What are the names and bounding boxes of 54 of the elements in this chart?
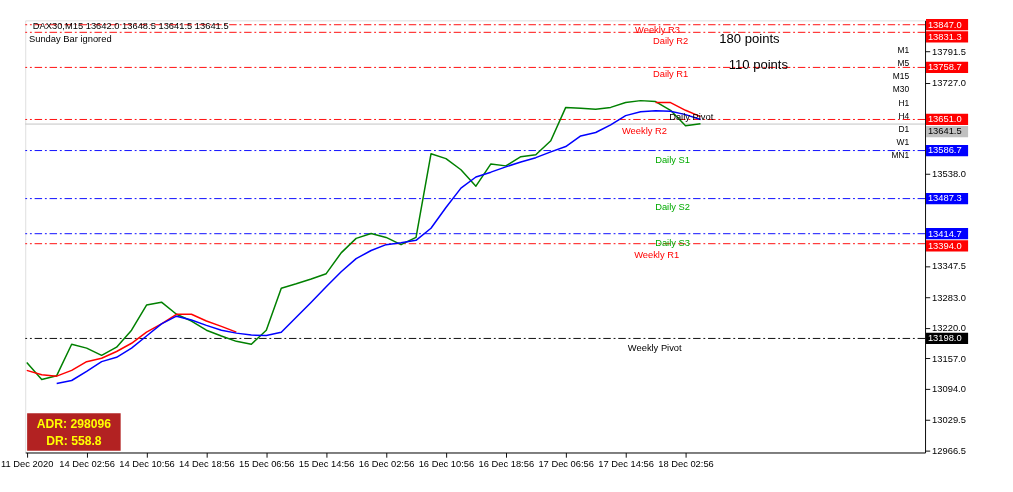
x-tick-label: 14 Dec 18:56 (179, 459, 235, 470)
ref-line-label: 13198.0 (927, 333, 962, 344)
x-tick-label: 14 Dec 02:56 (59, 459, 115, 470)
annotation: Weekly R1 (634, 249, 680, 260)
y-tick-label: 12966.5 (932, 445, 966, 456)
ref-line-label: 13414.7 (927, 228, 962, 239)
y-tick-label: 13791.5 (932, 46, 966, 57)
ref-line-label: 13758.7 (927, 62, 962, 73)
annotation: M1 (897, 45, 910, 56)
annotation: W1 (896, 136, 910, 147)
x-tick-label: 17 Dec 14:56 (598, 459, 654, 470)
y-tick-label: 13029.5 (932, 415, 966, 426)
x-tick-label: 16 Dec 18:56 (478, 459, 535, 470)
annotation: Weekly R2 (621, 125, 667, 136)
annotation: DAX30,M15 13642.0 13648.5 13641.5 13641.5 (32, 20, 229, 31)
x-tick-label: 17 Dec 06:56 (538, 459, 595, 470)
ref-line-label: 13487.3 (927, 193, 962, 204)
annotation: Weekly R3 (635, 24, 681, 35)
annotation: M30 (892, 84, 910, 95)
annotation: H1 (898, 97, 910, 108)
ref-line-label: 13586.7 (927, 145, 962, 156)
annotation: MN1 (891, 149, 910, 160)
x-tick-label: 15 Dec 14:56 (298, 459, 355, 470)
x-tick-label: 15 Dec 06:56 (238, 459, 295, 470)
annotation: Daily R1 (653, 69, 689, 80)
x-tick-label: 16 Dec 02:56 (358, 459, 415, 470)
y-tick-label: 13538.0 (932, 169, 966, 180)
annotation: Daily R2 (653, 35, 689, 46)
annotation: Sunday Bar ignored (29, 33, 112, 44)
annotation: Daily S1 (655, 155, 690, 166)
x-tick-label: 16 Dec 10:56 (418, 459, 475, 470)
annotation: M15 (892, 71, 910, 82)
y-tick-label: 13727.0 (932, 78, 966, 89)
annotation: ADR: 298096 (36, 417, 112, 432)
y-tick-label: 13157.0 (932, 353, 966, 364)
x-tick-label: 14 Dec 10:56 (119, 459, 175, 470)
y-tick-label: 13220.0 (932, 323, 966, 334)
annotation: Weekly Pivot (627, 342, 683, 353)
annotation: M5 (897, 58, 910, 69)
x-tick-label: 11 Dec 2020 (1, 459, 54, 470)
ref-line-label: 13394.0 (927, 240, 962, 251)
annotation: 180 points (719, 30, 781, 46)
y-tick-label: 13347.5 (932, 261, 966, 272)
ref-line-label: 13651.0 (927, 114, 962, 125)
y-tick-label: 13283.0 (932, 292, 966, 303)
ref-line-label: 13641.5 (927, 126, 962, 137)
y-tick-label: 13094.0 (932, 383, 966, 394)
ref-line-label: 13831.3 (927, 31, 962, 42)
annotation: H4 (898, 110, 910, 121)
annotation: Daily S2 (655, 202, 690, 213)
annotation: D1 (898, 123, 910, 134)
annotation: DR: 558.8 (46, 434, 102, 449)
ref-line-label: 13847.0 (927, 19, 962, 30)
x-tick-label: 18 Dec 02:56 (658, 459, 714, 470)
